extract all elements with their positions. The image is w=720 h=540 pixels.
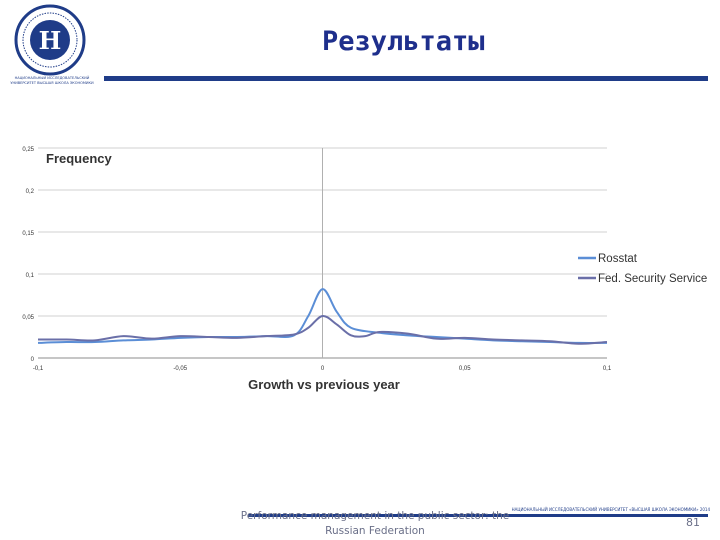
legend-label: Fed. Security Service: [598, 273, 707, 285]
y-tick-label: 0: [31, 357, 35, 363]
x-tick-label: 0,1: [603, 366, 612, 372]
legend: Rosstat Fed. Security Service: [578, 253, 707, 285]
x-tick-label: -0,05: [173, 366, 187, 372]
legend-label: Rosstat: [598, 253, 638, 265]
y-axis-label: Frequency: [46, 151, 113, 166]
frequency-line-chart: 0 0,05 0,1 0,15 0,2 0,25 -0,1 -0,05 0 0,05 0,1 Fr…: [22, 147, 707, 392]
svg-text:Н: Н: [39, 26, 62, 55]
y-tick-labels: 0 0,05 0,1 0,15 0,2 0,25: [22, 147, 34, 363]
x-tick-label: 0,05: [459, 366, 471, 372]
x-axis-label: Growth vs previous year: [248, 377, 400, 392]
series-lines: [37, 288, 608, 345]
y-tick-label: 0,1: [26, 273, 35, 279]
y-tick-label: 0,05: [22, 315, 34, 321]
y-tick-label: 0,15: [22, 231, 34, 237]
y-tick-label: 0,2: [26, 189, 35, 195]
grid-lines: [38, 147, 607, 359]
y-tick-label: 0,25: [22, 147, 34, 153]
footer-divider: [248, 514, 708, 517]
page-number: 81: [686, 516, 700, 529]
footer-text: Performance management in the public sec…: [240, 510, 510, 537]
logo-caption: НАЦИОНАЛЬНЫЙ ИССЛЕДОВАТЕЛЬСКИЙ УНИВЕРСИТ…: [10, 76, 94, 85]
series-line-1: [37, 314, 608, 345]
page-title: Результаты: [322, 26, 485, 57]
header-divider: [104, 76, 708, 81]
x-tick-label: 0: [321, 366, 325, 372]
x-tick-label: -0,1: [33, 366, 44, 372]
hse-logo: Н: [14, 4, 86, 76]
x-tick-labels: -0,1 -0,05 0 0,05 0,1: [33, 366, 612, 372]
footer-org: НАЦИОНАЛЬНЫЙ ИССЛЕДОВАТЕЛЬСКИЙ УНИВЕРСИТ…: [511, 507, 710, 512]
